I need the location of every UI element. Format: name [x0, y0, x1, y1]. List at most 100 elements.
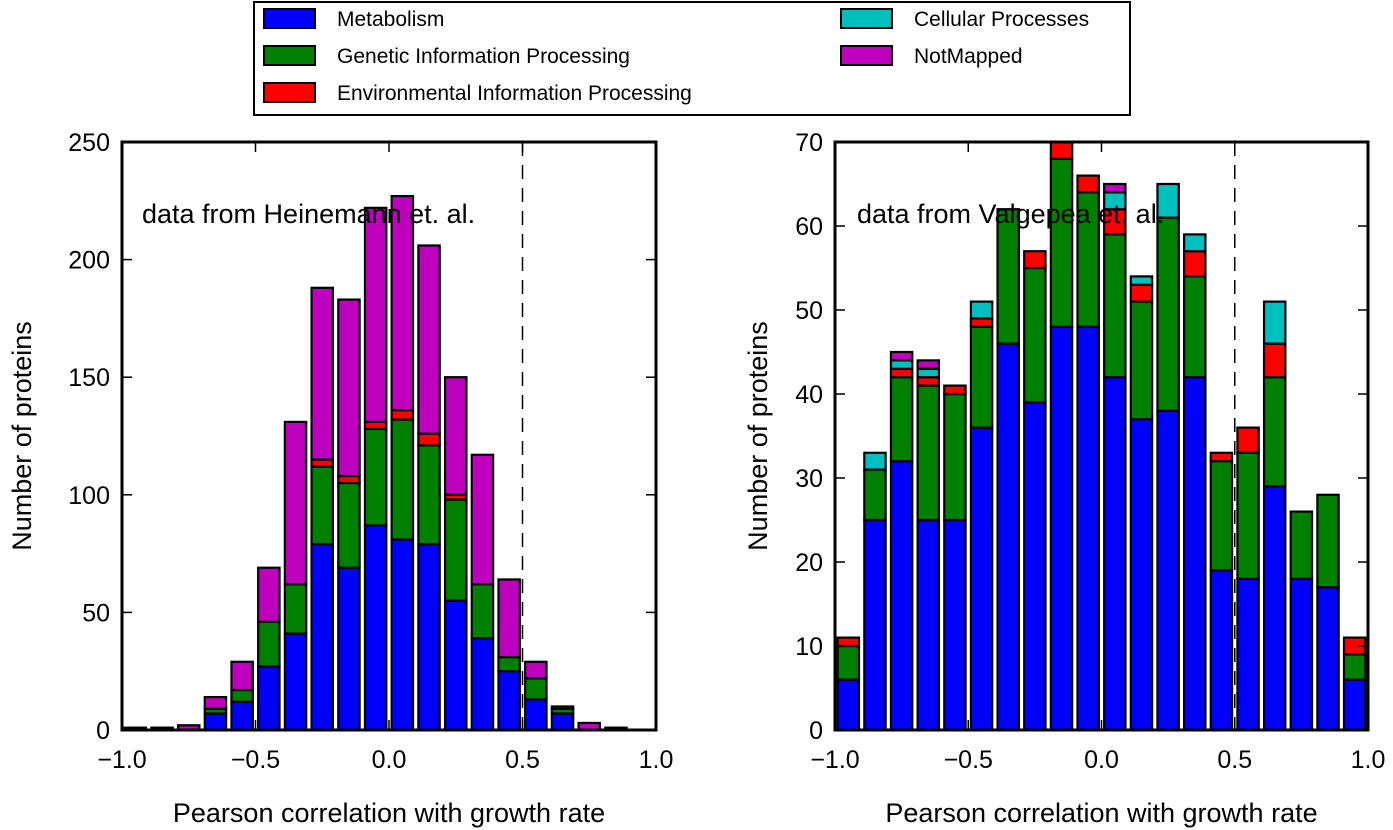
- bar-segment-metabolism: [863, 518, 887, 732]
- bar-segment-genetic-information-processing: [1262, 376, 1287, 488]
- bar-segment-notmapped: [497, 578, 521, 659]
- bar-segment-environmental-information-processing: [969, 317, 994, 328]
- bar-segment-metabolism: [1209, 569, 1234, 732]
- x-tick-label: 0.0: [1084, 746, 1119, 774]
- bar-segment-genetic-information-processing: [916, 384, 941, 522]
- bar-segment-notmapped: [916, 359, 941, 370]
- bar-segment-genetic-information-processing: [257, 620, 281, 668]
- bar-segment-genetic-information-processing: [1049, 157, 1074, 328]
- bar-segment-metabolism: [969, 426, 994, 732]
- chart-valgepea: −1.0 −0.5 0.0 0.5 1.0 0 10 20 30 40 50 60 70 data fr…: [743, 129, 1385, 828]
- bar-segment-cellular-processes: [889, 359, 914, 370]
- x-tick-label: −1.0: [810, 746, 859, 774]
- bar-segment-genetic-information-processing: [1316, 493, 1340, 589]
- bar-segment-genetic-information-processing: [443, 498, 468, 602]
- y-tick-label: 30: [795, 465, 823, 493]
- bar-segment-environmental-information-processing: [1076, 174, 1100, 194]
- bar-segment-notmapped: [443, 376, 468, 496]
- bar-segment-metabolism: [1236, 577, 1260, 732]
- bar-segment-metabolism: [1076, 325, 1100, 732]
- bar-segment-genetic-information-processing: [836, 644, 861, 681]
- bar-segment-genetic-information-processing: [943, 392, 967, 522]
- bar-segment-genetic-information-processing: [1183, 275, 1207, 379]
- bar-segment-metabolism: [417, 543, 441, 732]
- bar-segment-notmapped: [550, 705, 575, 710]
- legend-item-cellular-processes: Cellular Processes: [840, 8, 1089, 31]
- bar-segment-metabolism: [524, 698, 548, 732]
- bar-segment-notmapped: [390, 194, 415, 412]
- bar-segment-genetic-information-processing: [417, 444, 441, 546]
- bar-segment-notmapped: [283, 420, 308, 586]
- bar-segment-cellular-processes: [916, 367, 941, 379]
- legend-swatch: [840, 45, 893, 66]
- y-tick-label: 50: [795, 297, 823, 325]
- bar-segment-genetic-information-processing: [390, 418, 415, 541]
- x-tick-label: 0.5: [505, 746, 540, 774]
- plot-frame: [120, 140, 658, 732]
- legend-label: NotMapped: [914, 45, 1023, 68]
- bar-segment-metabolism: [497, 670, 521, 732]
- y-axis-label: Number of proteins: [743, 321, 773, 551]
- y-tick-label: 40: [795, 381, 823, 409]
- bar-segment-metabolism: [1262, 485, 1287, 732]
- bar-segment-metabolism: [1316, 586, 1340, 732]
- y-tick-label: 0: [96, 717, 110, 745]
- bar-segment-genetic-information-processing: [863, 468, 887, 522]
- bar-segment-metabolism: [916, 518, 941, 732]
- legend-item-notmapped: NotMapped: [840, 45, 1023, 68]
- bar-segment-genetic-information-processing: [996, 208, 1020, 345]
- chart-heinemann: −1.0 −0.5 0.0 0.5 1.0 0 50 100 150 200 250 data fr…: [7, 129, 673, 828]
- bar-segment-environmental-information-processing: [1023, 250, 1047, 270]
- bar-segment-notmapped: [889, 350, 914, 362]
- bar-segment-cellular-processes: [969, 300, 994, 320]
- y-tick-label: 20: [795, 549, 823, 577]
- x-tick-label: 1.0: [1351, 746, 1386, 774]
- bar-segment-metabolism: [443, 599, 468, 732]
- bar-segment-notmapped: [1103, 182, 1127, 194]
- x-axis-label: Pearson correlation with growth rate: [885, 798, 1317, 828]
- bar-segment-metabolism: [1183, 376, 1207, 732]
- bar-segment-notmapped: [337, 298, 361, 478]
- bar-segment-cellular-processes: [1262, 300, 1287, 345]
- bar-segment-genetic-information-processing: [310, 465, 335, 546]
- bar-segment-genetic-information-processing: [470, 583, 495, 640]
- legend-swatch: [263, 8, 316, 29]
- bar-segment-notmapped: [470, 453, 495, 586]
- bar-segment-genetic-information-processing: [1103, 233, 1127, 379]
- bar-segment-cellular-processes: [1183, 233, 1207, 253]
- bar-segment-metabolism: [550, 712, 575, 732]
- x-tick-label: −0.5: [944, 746, 993, 774]
- bar-segment-environmental-information-processing: [1262, 342, 1287, 379]
- bar-segment-genetic-information-processing: [969, 325, 994, 429]
- legend-label: Metabolism: [337, 8, 444, 31]
- bar-segment-environmental-information-processing: [390, 409, 415, 421]
- y-tick-label: 70: [795, 129, 823, 157]
- bar-segment-genetic-information-processing: [1023, 266, 1047, 404]
- bar-segment-notmapped: [203, 695, 228, 710]
- bar-segment-metabolism: [889, 460, 914, 732]
- bar-segment-genetic-information-processing: [230, 688, 254, 703]
- bar-segment-metabolism: [943, 518, 967, 732]
- plot-frame: [833, 140, 1370, 732]
- bar-segment-metabolism: [836, 678, 861, 732]
- legend: Metabolism Genetic Information Processing…: [253, 1, 1131, 116]
- y-tick-label: 0: [809, 717, 823, 745]
- annotation: data from Valgepea et. al.: [857, 199, 1164, 229]
- legend-label: Genetic Information Processing: [337, 45, 630, 68]
- bar-segment-genetic-information-processing: [337, 481, 361, 569]
- legend-label: Environmental Information Processing: [337, 82, 692, 105]
- bar-segment-environmental-information-processing: [943, 384, 967, 396]
- x-tick-label: 1.0: [639, 746, 674, 774]
- bar-segment-cellular-processes: [863, 451, 887, 471]
- bar-segment-genetic-information-processing: [1209, 460, 1234, 572]
- y-tick-label: 100: [68, 482, 110, 510]
- x-tick-label: 0.5: [1217, 746, 1252, 774]
- bar-segment-metabolism: [1289, 577, 1314, 732]
- bar-segment-metabolism: [1342, 678, 1367, 732]
- legend-swatch: [263, 82, 316, 103]
- bar-segment-genetic-information-processing: [1129, 300, 1154, 421]
- bar-segment-notmapped: [310, 286, 335, 461]
- bar-segment-metabolism: [203, 712, 228, 732]
- bar-segment-metabolism: [337, 566, 361, 732]
- bar-segment-metabolism: [1156, 409, 1180, 732]
